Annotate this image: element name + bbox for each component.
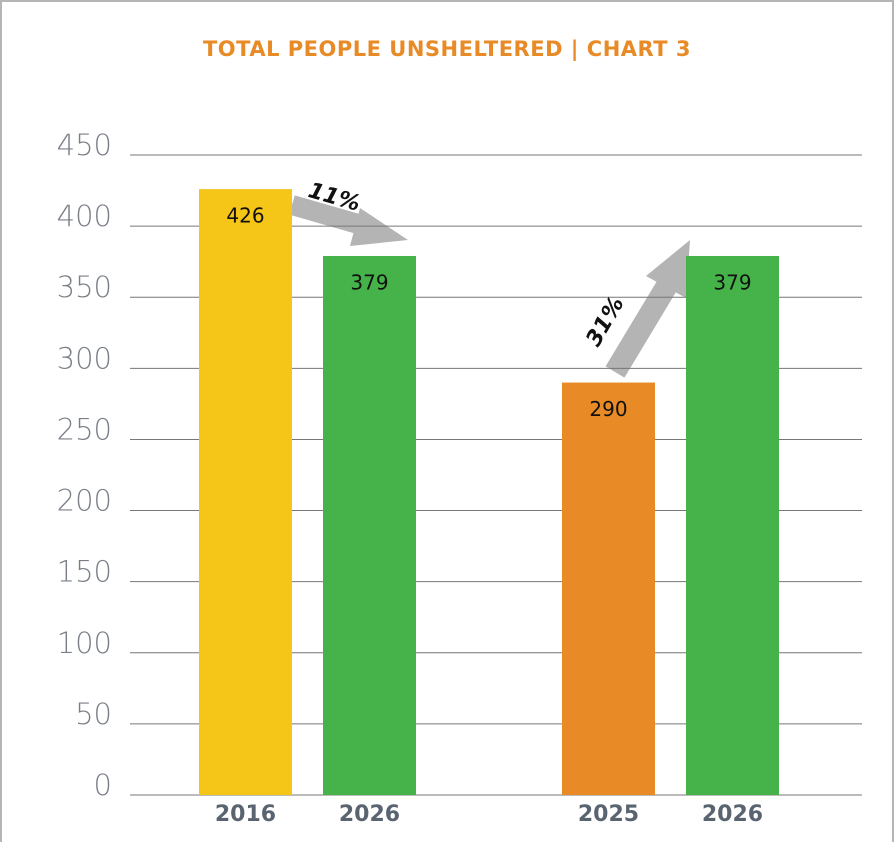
bar (686, 255, 779, 795)
y-tick-label: 50 (75, 697, 112, 731)
bar (323, 255, 416, 795)
y-tick-label: 0 (94, 768, 112, 802)
bar (562, 382, 655, 795)
y-tick-label: 450 (57, 128, 112, 162)
x-tick-label: 2016 (215, 802, 276, 827)
x-tick-label: 2026 (339, 802, 400, 827)
arrow (289, 195, 690, 378)
y-tick-label: 350 (57, 270, 112, 304)
data-label: 379 (713, 270, 751, 294)
y-tick-label: 200 (57, 484, 112, 518)
data-label: 426 (226, 204, 264, 228)
y-tick-label: 250 (57, 412, 112, 446)
data-label: 379 (350, 270, 388, 294)
x-tick-label: 2025 (578, 802, 639, 827)
y-tick-label: 300 (57, 341, 112, 375)
data-label: 290 (589, 397, 627, 421)
x-tick-label: 2026 (702, 802, 763, 827)
y-tick-label: 400 (57, 199, 112, 233)
chart-title: TOTAL PEOPLE UNSHELTERED | CHART 3 (203, 37, 691, 62)
y-tick-label: 150 (57, 555, 112, 589)
y-tick-label: 100 (57, 626, 112, 660)
bar (199, 189, 292, 796)
